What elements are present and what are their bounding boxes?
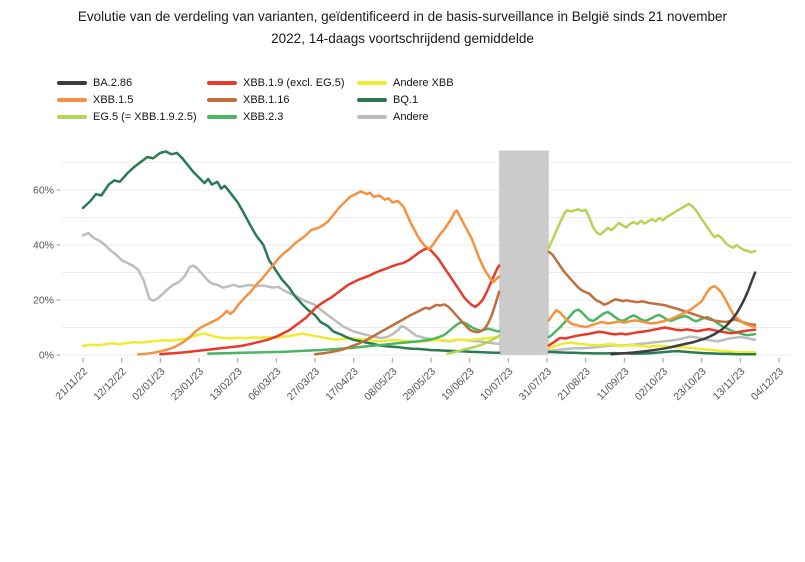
- legend-item: EG.5 (= XBB.1.9.2.5): [57, 108, 197, 125]
- series-line-xbb-2-3: [547, 308, 757, 339]
- legend-item: XBB.1.9 (excl. EG.5): [207, 74, 344, 91]
- series-line-andere: [547, 335, 757, 353]
- x-axis-tick-label: 13/11/23: [711, 366, 748, 403]
- series-line-xbb-1-9-excl-eg-5: [159, 247, 501, 356]
- legend-column-2: XBB.1.9 (excl. EG.5) XBB.1.16 XBB.2.3: [207, 74, 344, 125]
- x-axis-tick-label: 08/05/23: [362, 366, 399, 403]
- legend-label: XBB.1.9 (excl. EG.5): [243, 76, 345, 89]
- legend-item: XBB.1.5: [57, 91, 197, 108]
- legend-label: Andere: [393, 110, 429, 123]
- chart-title-line2: 2022, 14-daags voortschrijdend gemiddeld…: [271, 31, 534, 46]
- series-line-eg-5-xbb-1-9-2-5: [547, 202, 757, 254]
- x-axis-tick-label: 04/12/23: [749, 366, 786, 403]
- legend-column-1: BA.2.86 XBB.1.5 EG.5 (= XBB.1.9.2.5): [57, 74, 197, 125]
- series-line-xbb-1-5: [136, 190, 501, 356]
- legend-label: XBB.2.3: [243, 110, 284, 123]
- legend-item: Andere XBB: [357, 74, 454, 91]
- series-line-bq-1: [547, 349, 757, 356]
- chart-title-line1: Evolutie van de verdeling van varianten,…: [77, 9, 728, 24]
- legend-item: XBB.1.16: [207, 91, 344, 108]
- legend-label: BA.2.86: [93, 76, 133, 89]
- legend-item: XBB.2.3: [207, 108, 344, 125]
- series-line-xbb-1-16: [313, 290, 501, 356]
- series-line-xbb-1-16: [547, 250, 757, 327]
- x-axis-tick-label: 02/10/23: [633, 366, 670, 403]
- x-axis-tick-label: 11/09/23: [595, 366, 632, 403]
- legend-label: EG.5 (= XBB.1.9.2.5): [93, 110, 197, 123]
- x-axis-tick-label: 27/03/23: [285, 366, 322, 403]
- legend-swatch-icon: [207, 97, 237, 102]
- legend-swatch-icon: [357, 97, 387, 102]
- x-axis-tick-label: 31/07/23: [517, 366, 554, 403]
- x-axis-tick-label: 13/02/23: [207, 366, 244, 403]
- legend-label: XBB.1.5: [93, 93, 134, 106]
- x-axis-tick-label: 10/07/23: [478, 366, 515, 403]
- legend-swatch-icon: [357, 114, 387, 119]
- legend: BA.2.86 XBB.1.5 EG.5 (= XBB.1.9.2.5) XBB.1.…: [0, 74, 805, 126]
- legend-item: BA.2.86: [57, 74, 197, 91]
- x-axis-tick-label: 12/12/22: [91, 366, 128, 403]
- y-axis-tick-label: 40%: [33, 240, 54, 252]
- series-line-andere-xbb: [547, 341, 757, 354]
- x-axis-tick-label: 23/01/23: [169, 366, 206, 403]
- legend-swatch-icon: [207, 80, 237, 85]
- legend-swatch-icon: [357, 80, 387, 85]
- x-axis-tick-label: 21/08/23: [555, 366, 592, 403]
- series-line-xbb-1-5: [547, 285, 757, 329]
- x-axis-tick-label: 23/10/23: [671, 366, 708, 403]
- series-line-andere-xbb: [81, 332, 501, 348]
- legend-swatch-icon: [207, 114, 237, 119]
- legend-item: Andere: [357, 108, 454, 125]
- series-line-ba-2-86: [610, 271, 757, 356]
- legend-item: BQ.1: [357, 91, 454, 108]
- legend-swatch-icon: [57, 97, 87, 102]
- legend-swatch-icon: [57, 80, 87, 85]
- y-axis-tick-label: 0%: [39, 350, 54, 362]
- x-axis-tick-label: 21/11/22: [53, 366, 90, 403]
- series-line-bq-1: [81, 150, 501, 355]
- x-axis-tick-label: 02/01/23: [130, 366, 167, 403]
- chart-title: Evolutie van de verdeling van varianten,…: [0, 6, 805, 50]
- no-data-band: [499, 150, 549, 355]
- x-axis-tick-label: 17/04/23: [323, 366, 360, 403]
- series-line-andere: [81, 231, 501, 346]
- legend-label: Andere XBB: [393, 76, 454, 89]
- y-axis-tick-label: 20%: [33, 295, 54, 307]
- legend-label: XBB.1.16: [243, 93, 290, 106]
- x-axis-tick-label: 19/06/23: [439, 366, 476, 403]
- x-axis-tick-label: 29/05/23: [401, 366, 438, 403]
- legend-swatch-icon: [57, 114, 87, 119]
- series-line-eg-5-xbb-1-9-2-5: [446, 334, 501, 355]
- x-axis-tick-label: 06/03/23: [246, 366, 283, 403]
- legend-column-3: Andere XBB BQ.1 Andere: [357, 74, 454, 125]
- legend-label: BQ.1: [393, 93, 419, 106]
- series-line-xbb-2-3: [206, 320, 501, 355]
- y-axis-tick-label: 60%: [33, 185, 54, 197]
